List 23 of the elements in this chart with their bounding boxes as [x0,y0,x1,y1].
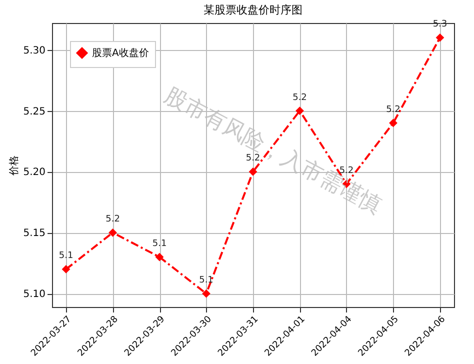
point [202,289,210,298]
point [108,228,117,237]
y-tick-label: 5.15 [23,228,46,240]
data-label: 5.1 [199,276,214,286]
point [389,118,398,128]
data-label: 5.2 [106,214,120,225]
data-label: 5.1 [152,239,167,250]
data-label: 5.2 [386,104,400,115]
legend-label: 股票A收盘价 [92,47,149,59]
y-tick-label: 5.25 [23,106,46,118]
chart-title: 某股票收盘价时序图 [204,4,302,17]
point [62,265,70,274]
data-label: 5.1 [58,251,74,262]
data-label: 5.2 [292,92,307,103]
point [155,252,164,262]
point [436,33,444,42]
y-tick-label: 5.20 [23,167,46,178]
y-axis-title: 价格 [8,156,20,176]
data-label: 5.2 [246,154,260,164]
point [248,168,258,176]
point [296,106,304,115]
y-tick-label: 5.10 [23,289,46,300]
y-tick-label: 5.30 [23,45,46,56]
